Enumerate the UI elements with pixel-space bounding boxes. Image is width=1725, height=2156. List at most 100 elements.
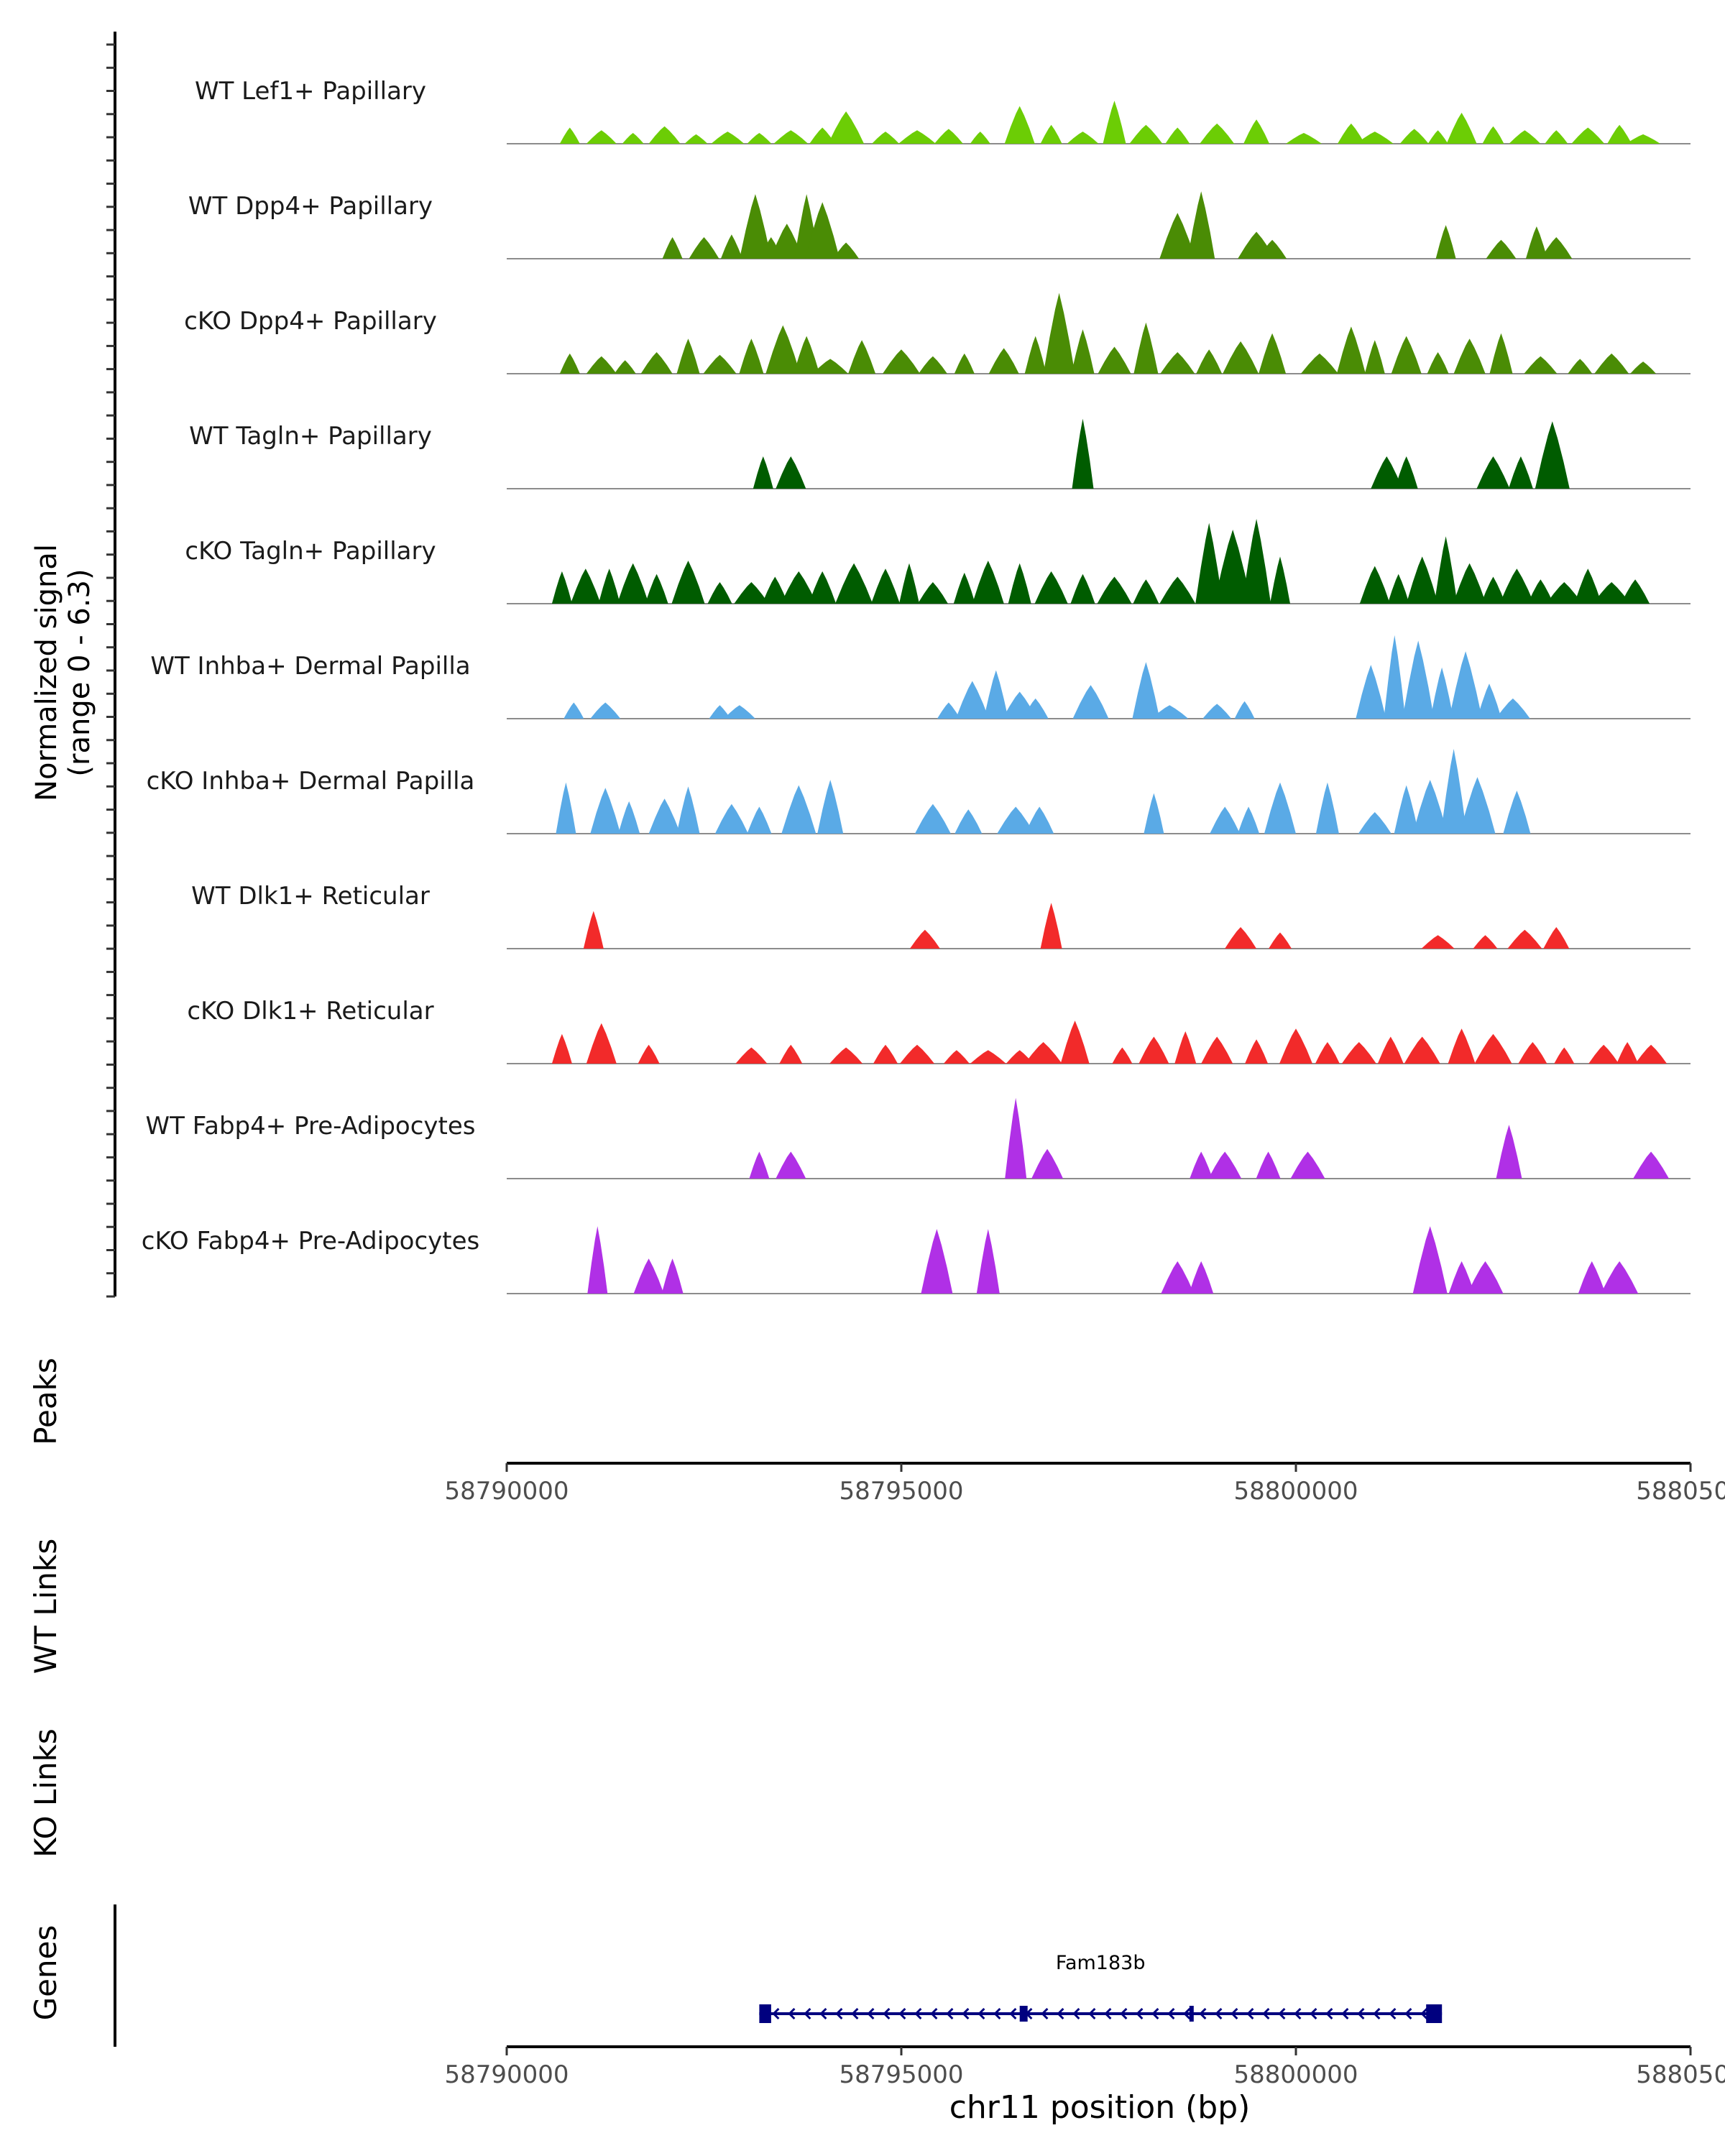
coverage-peak: [828, 111, 865, 144]
coverage-peak: [1034, 571, 1068, 604]
coverage-peak: [970, 1050, 1006, 1064]
coverage-peak: [1402, 640, 1435, 719]
coverage-peak: [1440, 749, 1467, 834]
gene-exon: [759, 2004, 771, 2023]
coverage-peak: [1473, 935, 1498, 949]
coverage-peak: [747, 806, 772, 834]
coverage-peak: [1427, 130, 1448, 144]
coverage-peak: [765, 325, 801, 374]
coverage-peak: [551, 571, 572, 604]
coverage-peak: [1160, 352, 1195, 374]
coverage-peak: [1459, 777, 1496, 834]
track-label: WT Lef1+ Papillary: [195, 77, 426, 106]
ko-links-panel-label: KO Links: [28, 1728, 63, 1858]
coverage-peak: [1245, 1039, 1269, 1064]
coverage-peak: [917, 582, 948, 604]
strand-arrow: [1136, 2007, 1144, 2020]
coverage-peak: [1371, 456, 1403, 489]
coverage-peak: [703, 354, 737, 374]
coverage-peak: [1174, 1031, 1197, 1064]
coverage-peak: [1070, 573, 1095, 604]
coverage-peak: [1008, 563, 1031, 604]
coverage-peak: [648, 126, 681, 144]
coverage-peak: [676, 338, 700, 374]
coverage-peak: [1630, 361, 1657, 374]
track-11: cKO Fabp4+ Pre-Adipocytes: [142, 1226, 1690, 1294]
coverage-peak: [1481, 576, 1506, 604]
strand-arrow: [867, 2007, 875, 2020]
coverage-peak: [1477, 683, 1501, 719]
strand-arrow: [1120, 2007, 1128, 2020]
coverage-peak: [1448, 1261, 1475, 1294]
coverage-peak: [753, 456, 773, 489]
coverage-peak: [1588, 1044, 1619, 1064]
gene-exon: [1426, 2004, 1443, 2023]
coverage-peak: [1540, 237, 1573, 259]
coverage-peak: [1189, 1261, 1214, 1294]
coverage-peak: [1594, 353, 1629, 374]
coverage-peak: [1072, 418, 1094, 489]
coverage-peak: [1161, 1261, 1195, 1294]
coverage-peak: [983, 670, 1008, 719]
coverage-peak: [1527, 579, 1554, 604]
coverage-peak: [809, 571, 837, 604]
track-label: cKO Dlk1+ Reticular: [187, 997, 433, 1026]
coverage-peak: [1256, 1151, 1281, 1179]
coverage-peak: [779, 1044, 803, 1064]
coverage-peak: [899, 563, 919, 604]
coverage-peak: [997, 806, 1035, 834]
coverage-peak: [1449, 651, 1483, 719]
x-tick-label: 58795000: [839, 2060, 963, 2089]
gene-exon: [1019, 2006, 1028, 2022]
coverage-peak: [684, 134, 708, 144]
track-label: WT Dlk1+ Reticular: [191, 882, 430, 911]
coverage-peak: [1243, 119, 1270, 144]
coverage-peak: [955, 681, 989, 719]
coverage-peak: [586, 1023, 617, 1064]
x-tick-label: 58800000: [1233, 1477, 1358, 1506]
strand-arrow: [1246, 2007, 1254, 2020]
coverage-peak: [1223, 341, 1259, 374]
coverage-peak: [1356, 132, 1394, 144]
coverage-peak: [622, 133, 644, 144]
coverage-peak: [583, 911, 604, 949]
track-6: WT Inhba+ Dermal Papilla: [150, 635, 1690, 719]
coverage-peak: [1031, 1148, 1064, 1179]
coverage-peak: [1621, 579, 1650, 604]
strand-arrow: [1278, 2007, 1286, 2020]
coverage-peak: [671, 561, 705, 604]
coverage-peak: [1356, 665, 1386, 719]
coverage-peak: [883, 349, 920, 374]
coverage-peak: [618, 801, 640, 834]
strand-arrow: [978, 2007, 985, 2020]
strand-arrow: [914, 2007, 922, 2020]
strand-arrow: [1167, 2007, 1175, 2020]
coverage-peak: [1138, 1036, 1169, 1064]
coverage-peak: [1535, 421, 1570, 489]
coverage-peak: [1525, 226, 1547, 259]
coverage-peak: [1496, 1125, 1522, 1179]
coverage-peak: [1210, 806, 1241, 834]
coverage-peak: [1025, 806, 1054, 834]
coverage-peak: [1196, 349, 1223, 374]
track-7: cKO Inhba+ Dermal Papilla: [147, 749, 1690, 834]
coverage-peak: [1242, 519, 1271, 604]
y-axis-label: Normalized signal: [30, 544, 63, 801]
coverage-peak: [1112, 1047, 1133, 1064]
coverage-peak: [1453, 563, 1486, 604]
coverage-peak: [1315, 1042, 1340, 1064]
coverage-peak: [638, 1044, 660, 1064]
coverage-peak: [1341, 1042, 1376, 1064]
gene-name-label: Fam183b: [1056, 1952, 1146, 1974]
coverage-peak: [720, 234, 742, 259]
strand-arrow: [1199, 2007, 1207, 2020]
coverage-peak: [1377, 1036, 1404, 1064]
coverage-peak: [1467, 1261, 1504, 1294]
coverage-peak: [1336, 326, 1366, 374]
coverage-peak: [934, 129, 963, 144]
coverage-peak: [586, 356, 617, 374]
strand-arrow: [1341, 2007, 1349, 2020]
coverage-peak: [773, 130, 809, 144]
strand-arrow: [1183, 2007, 1191, 2020]
